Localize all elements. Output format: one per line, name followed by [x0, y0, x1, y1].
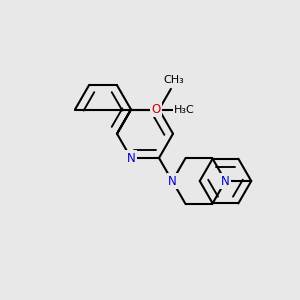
Text: CH₃: CH₃	[163, 75, 184, 85]
Text: N: N	[168, 175, 177, 188]
Text: O: O	[151, 103, 160, 116]
Text: N: N	[127, 152, 135, 164]
Text: H₃C: H₃C	[174, 104, 194, 115]
Text: N: N	[221, 175, 230, 188]
